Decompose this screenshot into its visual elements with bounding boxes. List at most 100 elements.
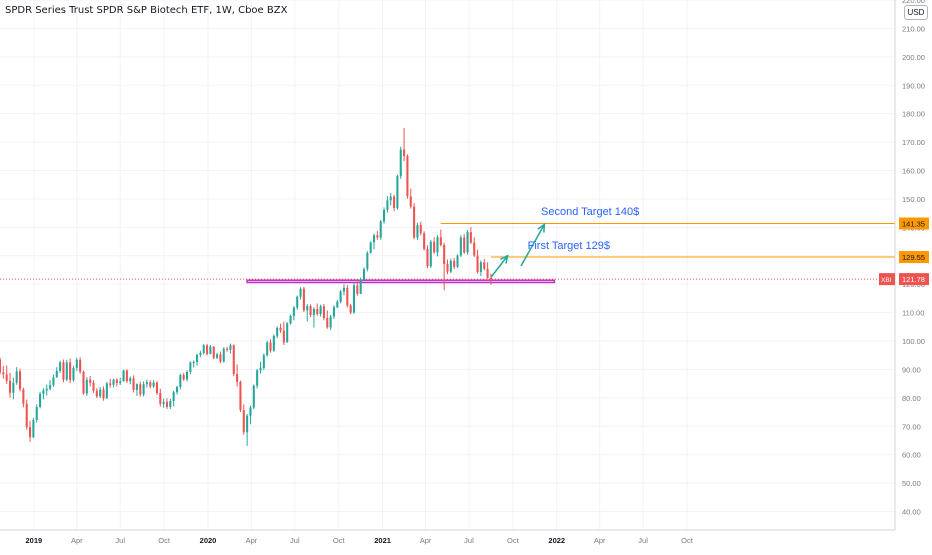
candle [266,340,269,357]
candle-body [69,362,72,380]
candle-body [469,232,472,243]
symbol-tag [879,273,895,286]
candle [399,146,402,179]
arrow-head [537,223,546,233]
candle-body [266,342,269,356]
candle [479,260,482,276]
candle-body [386,200,389,211]
candle-body [122,370,125,382]
candle-body [175,387,179,393]
arrow-shaft [520,224,546,267]
candle-body [119,381,122,384]
projection-arrow-1[interactable] [490,254,509,278]
candle-body [346,287,349,306]
candle-body [185,371,189,380]
candle [42,388,45,400]
candle [249,405,252,425]
target-annotation-1[interactable]: Second Target 140$ [541,206,639,218]
price-tick-label: 80.00 [902,394,921,403]
candle-body [182,375,185,380]
candle [316,303,319,316]
time-tick-label: Oct [333,536,346,545]
candle [89,375,92,387]
candle [439,229,442,247]
candle-body [466,232,469,253]
candle-body [25,403,28,428]
candle [262,353,265,371]
drawings-front[interactable]: Second Target 140$ First Target 129$ [490,206,639,278]
candle-body [372,235,376,243]
time-tick-label: Jul [290,536,300,545]
candle [282,321,285,345]
candle [185,370,189,382]
candle-body [49,385,52,389]
candle [35,404,38,423]
candle [112,378,115,388]
candle-body [419,225,422,234]
target-annotation-2[interactable]: First Target 129$ [528,240,610,252]
candle [229,343,232,354]
candle [469,227,472,245]
candle [386,196,389,213]
currency-button[interactable]: USD [904,5,928,20]
candle-body [413,206,416,238]
candle-body [486,268,489,278]
candle-body [246,415,249,433]
candle [82,370,85,395]
candle [115,378,118,387]
candle [29,420,32,442]
time-tick-label: Jul [115,536,125,545]
support-zone[interactable] [246,279,556,284]
candle-body [406,156,409,197]
candle [423,231,426,251]
candle-body [19,371,22,390]
candle [236,364,239,387]
candle-body [252,385,255,408]
candle [142,381,145,397]
candle [32,418,35,438]
candle [379,219,382,240]
candle-body [339,291,342,302]
time-tick-label: Oct [507,536,520,545]
projection-arrow-2[interactable] [520,223,546,267]
candle-body [169,400,172,407]
candle-body [152,382,155,387]
candle-body [172,392,175,401]
candle-body [352,285,356,313]
arrow-head [500,254,509,264]
candle-body [383,210,386,222]
candle-body [389,196,392,201]
candle-body [35,406,38,421]
candle-body [312,308,315,315]
candle-body [162,401,165,404]
candle-body [29,427,32,438]
price-tick-label: 160.00 [902,167,925,176]
candle-body [362,269,366,280]
candle-body [393,196,396,209]
candle [172,391,175,407]
symbol-tag-label: XBI [881,277,892,284]
price-axis[interactable]: 40.00 50.00 60.00 70.00 80.00 90.00 100.00 110.… [879,0,932,550]
candle [135,383,138,396]
candle [302,287,305,313]
candle-body [279,327,282,331]
candle-body [102,389,105,399]
candle [463,234,466,255]
candle [79,357,82,374]
candle-body [326,318,329,328]
candle [306,304,309,322]
candle [209,344,212,355]
candle-body [423,233,426,249]
candle [182,372,185,381]
candle-body [89,379,92,383]
time-axis[interactable]: 2019 Apr Jul Oct 2020 Apr Jul Oct 2021 Apr Jul Oct 2… [0,529,895,550]
time-tick-label: Apr [71,536,83,545]
candle-body [192,362,195,364]
candle-body [39,393,42,407]
candle [296,295,299,310]
candle-body [433,241,436,253]
candle [489,273,492,285]
candle-body [99,389,102,397]
candle [2,365,5,379]
